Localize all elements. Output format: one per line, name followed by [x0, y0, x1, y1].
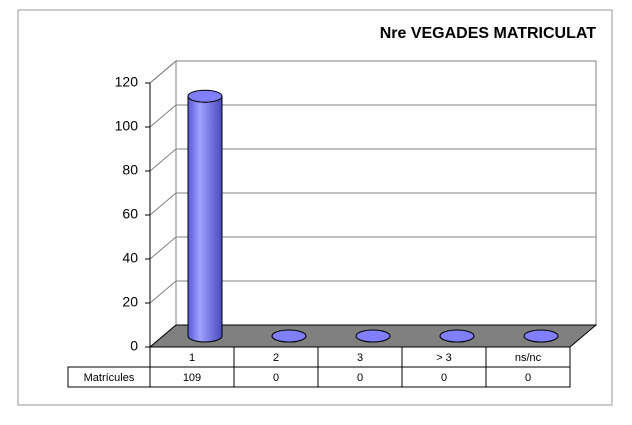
grid-line: [149, 280, 596, 304]
chart-title: Nre VEGADES MATRICULAT: [380, 25, 597, 42]
cylinder-top: [523, 329, 559, 343]
x-tick-label: 2: [273, 352, 279, 364]
y-tick-label: 60: [122, 206, 138, 222]
legend-label: Matrícules: [84, 372, 135, 384]
data-label: 109: [183, 372, 201, 384]
data-label: 0: [273, 372, 279, 384]
x-tick-label: 1: [189, 352, 195, 364]
y-tick-label: 20: [122, 294, 138, 310]
cylinder: [187, 96, 223, 343]
table-border: [67, 346, 571, 388]
x-tick-label: ns/nc: [515, 352, 542, 364]
data-label: 0: [357, 372, 363, 384]
y-tick-label: 0: [130, 338, 138, 354]
grid-line: [149, 236, 596, 260]
cylinder-top: [187, 89, 223, 103]
cylinder-top: [271, 329, 307, 343]
grid-line: [149, 192, 596, 216]
grid-line: [149, 104, 596, 128]
grid-line: [149, 60, 596, 84]
y-tick-label: 80: [122, 162, 138, 178]
x-tick-label: > 3: [436, 352, 452, 364]
data-label: 0: [525, 372, 531, 384]
cylinder-top: [439, 329, 475, 343]
y-tick-label: 120: [115, 74, 139, 90]
x-tick-label: 3: [357, 352, 363, 364]
y-tick-label: 100: [115, 118, 139, 134]
cylinder-top: [355, 329, 391, 343]
y-tick-label: 40: [122, 250, 138, 266]
data-label: 0: [441, 372, 447, 384]
grid-line: [149, 148, 596, 172]
